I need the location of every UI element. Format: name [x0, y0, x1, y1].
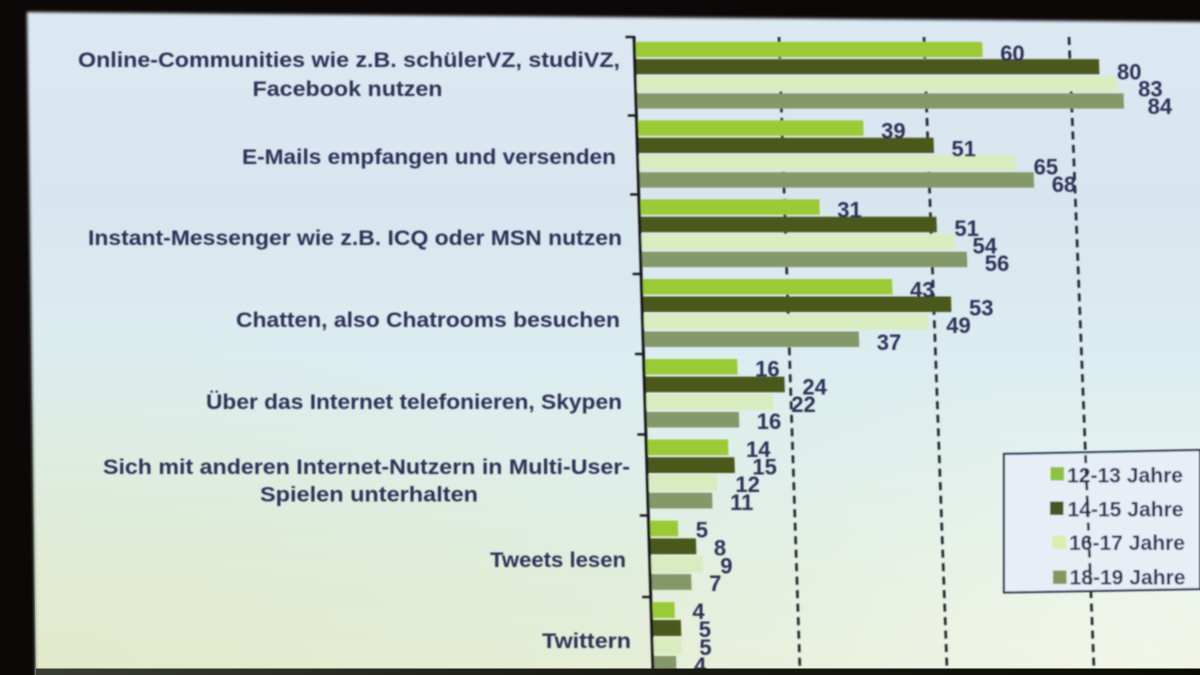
svg-text:Sich mit anderen Internet-Nutz: Sich mit anderen Internet-Nutzern in Mul… [103, 456, 630, 479]
svg-text:14: 14 [746, 437, 771, 462]
svg-text:Facebook nutzen: Facebook nutzen [253, 78, 443, 101]
svg-text:80: 80 [1117, 59, 1141, 84]
svg-text:16: 16 [755, 356, 779, 381]
svg-text:16: 16 [757, 409, 781, 434]
svg-text:Instant-Messenger wie z.B. ICQ: Instant-Messenger wie z.B. ICQ oder MSN … [88, 227, 622, 250]
svg-text:56: 56 [985, 251, 1009, 276]
svg-text:51: 51 [954, 216, 978, 241]
svg-text:Chatten, also Chatrooms besuch: Chatten, also Chatrooms besuchen [236, 309, 620, 332]
svg-text:E-Mails empfangen und versende: E-Mails empfangen und versenden [242, 146, 616, 169]
svg-text:5: 5 [699, 635, 711, 660]
svg-text:Tweets lesen: Tweets lesen [490, 549, 626, 572]
svg-text:43: 43 [910, 278, 934, 303]
svg-text:49: 49 [946, 313, 970, 338]
svg-text:12: 12 [735, 472, 759, 497]
svg-text:14-15 Jahre: 14-15 Jahre [1068, 498, 1184, 521]
svg-text:12-13 Jahre: 12-13 Jahre [1067, 464, 1183, 487]
svg-text:51: 51 [952, 137, 976, 162]
svg-text:31: 31 [837, 197, 861, 222]
svg-text:53: 53 [969, 296, 993, 321]
svg-text:60: 60 [1000, 41, 1024, 66]
svg-text:5: 5 [696, 517, 708, 542]
svg-text:15: 15 [752, 455, 776, 480]
svg-text:54: 54 [973, 233, 998, 258]
svg-text:83: 83 [1138, 77, 1162, 102]
svg-text:Spielen unterhalten: Spielen unterhalten [260, 484, 478, 507]
svg-text:39: 39 [881, 119, 905, 144]
svg-text:4: 4 [692, 599, 705, 624]
svg-text:8: 8 [714, 535, 726, 560]
svg-text:24: 24 [802, 374, 827, 399]
svg-text:22: 22 [791, 392, 815, 417]
svg-text:11: 11 [730, 490, 753, 515]
svg-text:84: 84 [1148, 94, 1173, 119]
svg-text:7: 7 [709, 571, 721, 596]
svg-text:Online-Communities wie z.B. sc: Online-Communities wie z.B. schülerVZ, s… [78, 49, 620, 72]
svg-text:18-19 Jahre: 18-19 Jahre [1070, 566, 1186, 589]
svg-text:9: 9 [720, 553, 732, 578]
svg-text:5: 5 [699, 617, 711, 642]
svg-text:68: 68 [1052, 172, 1076, 197]
svg-text:37: 37 [877, 330, 901, 355]
svg-text:Twittern: Twittern [542, 630, 631, 653]
svg-text:65: 65 [1034, 155, 1058, 180]
svg-text:16-17 Jahre: 16-17 Jahre [1069, 532, 1185, 555]
svg-text:Über das Internet telefonieren: Über das Internet telefonieren, Skypen [206, 391, 622, 414]
